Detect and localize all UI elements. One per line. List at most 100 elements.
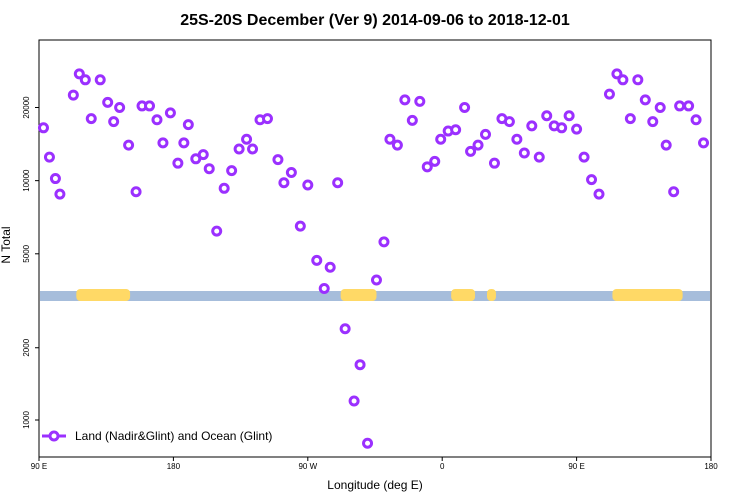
data-point (339, 323, 351, 335)
y-tick-label: 10000 (22, 169, 31, 192)
data-point (578, 151, 590, 163)
data-point (311, 254, 323, 266)
data-point (399, 94, 411, 106)
data-point (233, 143, 245, 155)
data-point (182, 119, 194, 131)
x-tick-label: 0 (440, 462, 445, 471)
data-point (518, 147, 530, 159)
data-point (144, 100, 156, 112)
data-point (172, 157, 184, 169)
data-point (278, 177, 290, 189)
data-point (67, 89, 79, 101)
land-segment (487, 289, 496, 301)
data-point (43, 151, 55, 163)
data-point (586, 174, 598, 186)
data-point (593, 188, 605, 200)
data-point (639, 94, 651, 106)
data-point (654, 102, 666, 113)
x-tick-label: 90 E (568, 462, 584, 471)
data-point (683, 100, 695, 112)
data-point (362, 437, 374, 449)
data-point (79, 74, 91, 86)
data-point (164, 107, 176, 119)
y-tick-label: 2000 (22, 338, 31, 356)
data-point (211, 225, 223, 237)
data-point (556, 122, 568, 134)
data-point (197, 149, 209, 161)
data-point (85, 113, 97, 125)
data-point (49, 173, 61, 185)
y-tick-label: 1000 (22, 411, 31, 429)
data-point (674, 100, 686, 112)
data-point (261, 113, 273, 125)
land-segment (451, 289, 476, 301)
data-point (151, 114, 163, 126)
data-point (272, 154, 284, 166)
data-point (54, 188, 66, 200)
x-tick-label: 180 (167, 462, 181, 471)
y-tick-label: 20000 (22, 96, 31, 119)
data-point (503, 116, 515, 128)
data-point (384, 133, 396, 145)
data-point (668, 186, 680, 198)
data-point (511, 133, 523, 145)
data-point (480, 128, 492, 140)
legend: Land (Nadir&Glint) and Ocean (Glint) (42, 429, 272, 443)
data-point (435, 133, 447, 145)
data-point (285, 167, 297, 179)
data-point (324, 261, 336, 273)
plot-frame (38, 39, 712, 458)
data-point (465, 145, 477, 157)
y-axis: 5000 10000 20000 1000 2000 (22, 96, 39, 429)
data-point (617, 74, 629, 86)
data-point (429, 155, 441, 167)
data-point (611, 68, 623, 80)
data-point (37, 122, 49, 134)
x-tick-label: 90 W (298, 462, 317, 471)
data-point (571, 123, 583, 135)
data-point (533, 151, 545, 163)
data-point (241, 133, 253, 145)
data-point (624, 113, 636, 125)
data-point (690, 114, 702, 126)
data-point (318, 282, 330, 294)
data-point (302, 179, 314, 191)
data-points (37, 68, 710, 449)
legend-marker (48, 430, 60, 442)
data-point (450, 124, 462, 136)
land-segment (76, 289, 131, 301)
data-point (123, 139, 135, 151)
x-tick-label: 90 E (31, 462, 47, 471)
x-axis-label: Longitude (deg E) (327, 478, 422, 492)
data-point (698, 137, 710, 149)
data-point (632, 74, 644, 86)
data-point (370, 274, 382, 286)
data-point (391, 139, 403, 151)
data-point (459, 102, 471, 113)
data-point (526, 120, 538, 132)
data-point (226, 165, 238, 177)
y-tick-label: 5000 (22, 244, 31, 262)
data-point (563, 110, 575, 122)
data-point (603, 88, 615, 100)
data-point (421, 161, 433, 173)
data-point (130, 186, 142, 198)
data-point (414, 95, 426, 107)
data-point (73, 68, 85, 80)
y-axis-label: N Total (0, 226, 13, 263)
data-point (348, 395, 360, 407)
land-segment (612, 289, 683, 301)
data-point (406, 114, 418, 126)
chart-title: 25S-20S December (Ver 9) 2014-09-06 to 2… (180, 12, 570, 29)
data-point (472, 139, 484, 151)
data-point (157, 137, 169, 149)
data-point (108, 116, 120, 128)
data-point (294, 220, 306, 232)
data-point (541, 110, 553, 122)
data-point (178, 137, 190, 149)
data-point (218, 182, 230, 194)
data-point (203, 163, 215, 175)
data-point (102, 96, 114, 108)
x-axis: 90 E 180 90 W 0 90 E 180 (31, 457, 718, 471)
data-point (647, 116, 659, 128)
